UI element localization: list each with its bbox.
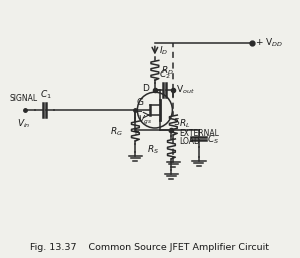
Text: $V_{in}$: $V_{in}$	[17, 117, 30, 130]
Text: D: D	[142, 84, 149, 93]
Text: $C_2$: $C_2$	[159, 69, 170, 81]
Text: $C_1$: $C_1$	[40, 89, 52, 101]
Text: +: +	[131, 127, 140, 137]
Text: Fig. 13.37    Common Source JFET Amplifier Circuit: Fig. 13.37 Common Source JFET Amplifier …	[31, 243, 269, 252]
Text: SIGNAL: SIGNAL	[9, 94, 38, 103]
Text: + V$_{DD}$: + V$_{DD}$	[255, 36, 283, 49]
Text: $R_G$: $R_G$	[110, 126, 123, 138]
Text: LOAD: LOAD	[179, 138, 200, 147]
Text: S: S	[173, 118, 179, 127]
Text: $R_S$: $R_S$	[147, 144, 159, 156]
Text: V$_{out}$: V$_{out}$	[176, 84, 195, 96]
Text: $C_S$: $C_S$	[207, 134, 220, 146]
Text: G: G	[136, 98, 143, 107]
Text: $V_{gs}$: $V_{gs}$	[138, 114, 153, 127]
Text: $R_D$: $R_D$	[161, 64, 174, 77]
Text: $R_L$: $R_L$	[179, 118, 190, 130]
Text: $I_D$: $I_D$	[159, 44, 168, 57]
Text: –: –	[136, 106, 142, 116]
Text: EXTERNAL: EXTERNAL	[179, 130, 219, 139]
